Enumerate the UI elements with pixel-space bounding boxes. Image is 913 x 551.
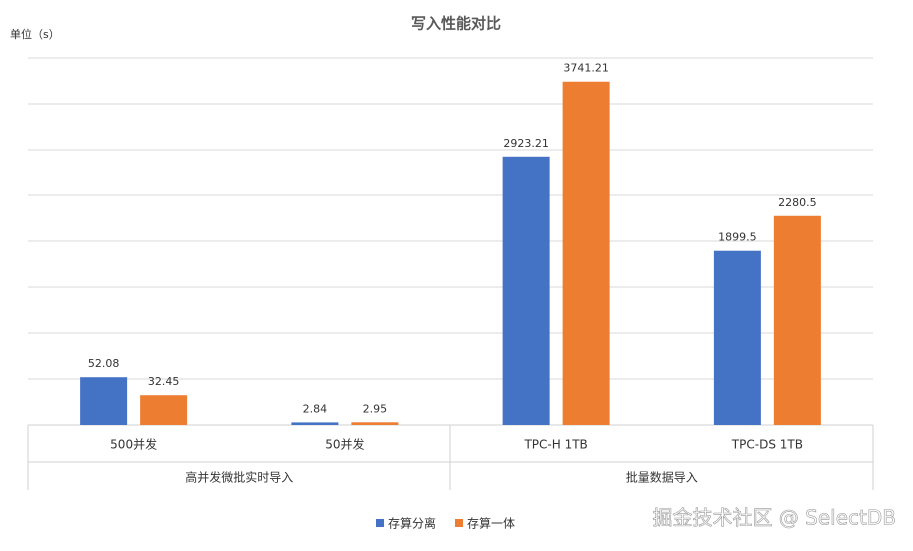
legend-label: 存算分离 — [388, 516, 436, 531]
grid — [28, 57, 873, 380]
chart-title: 写入性能对比 — [411, 15, 501, 33]
watermark: 掘金技术社区 @ SelectDB — [652, 506, 896, 530]
bar — [80, 377, 128, 425]
legend-label: 存算一体 — [467, 516, 515, 531]
bar — [713, 250, 761, 425]
data-label: 52.08 — [88, 357, 120, 370]
x-tick-label: TPC-H 1TB — [523, 438, 587, 452]
bar — [502, 156, 550, 426]
bar — [291, 422, 339, 425]
bar — [140, 395, 188, 425]
data-label: 2280.5 — [778, 196, 817, 209]
data-label: 2923.21 — [503, 137, 549, 150]
bar — [773, 215, 821, 425]
data-label: 32.45 — [148, 375, 180, 388]
group-label: 高并发微批实时导入 — [185, 470, 293, 485]
bar — [562, 81, 610, 425]
bar — [351, 422, 399, 425]
data-label: 2.84 — [303, 402, 328, 415]
data-label: 1899.5 — [718, 231, 757, 244]
legend-swatch — [376, 519, 384, 527]
x-tick-label: 500并发 — [110, 437, 157, 452]
y-unit-label: 单位（s） — [10, 27, 60, 41]
group-label: 批量数据导入 — [626, 470, 698, 485]
x-tick-label: 50并发 — [325, 437, 364, 452]
data-label: 3741.21 — [563, 62, 609, 75]
x-tick-label: TPC-DS 1TB — [731, 438, 803, 452]
data-label: 2.95 — [363, 402, 388, 415]
legend-swatch — [455, 519, 463, 527]
